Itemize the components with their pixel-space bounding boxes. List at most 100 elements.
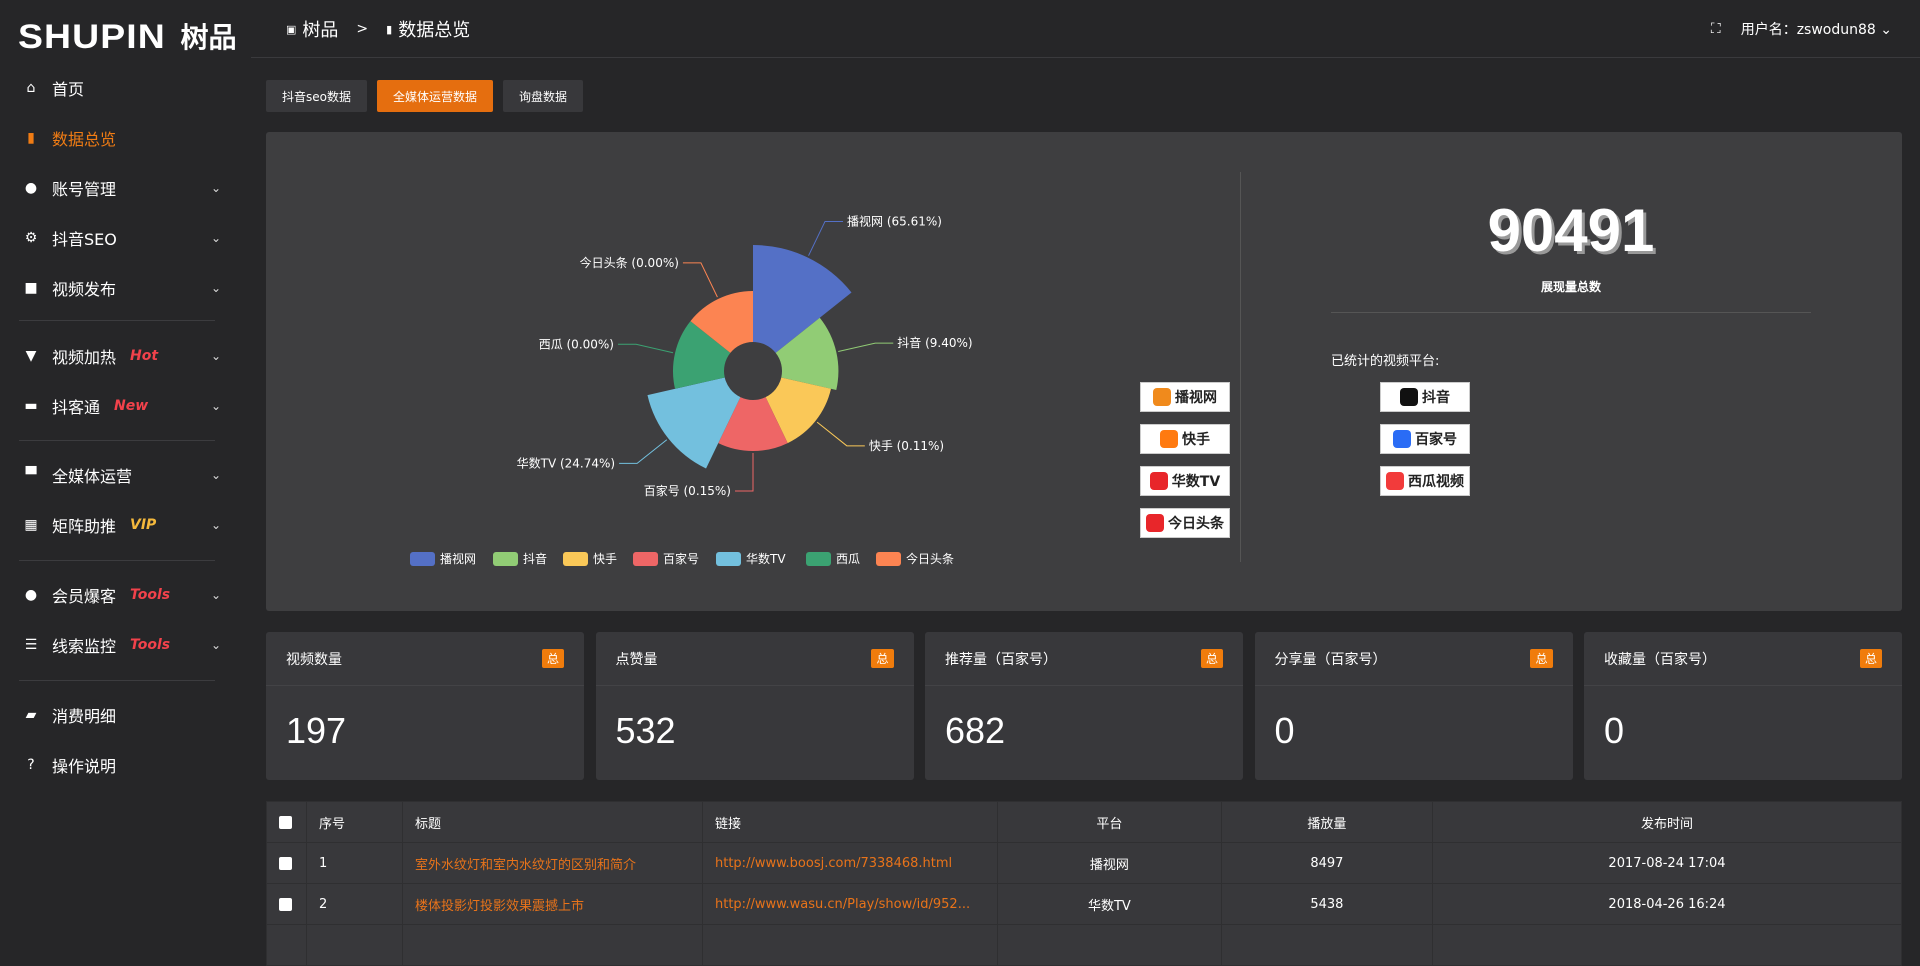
slice-label: 今日头条 (0.00%) <box>580 255 679 270</box>
platform-name: 播视网 <box>1175 390 1217 406</box>
row-platform: 华数TV <box>997 883 1222 925</box>
table-row[interactable]: 2 楼体投影灯投影效果震撼上市 http://www.wasu.cn/Play/… <box>266 883 1902 925</box>
chevron-down-icon: ⌄ <box>210 231 221 245</box>
rose-slice-3[interactable] <box>718 397 788 451</box>
rose-slice-6[interactable] <box>690 291 753 353</box>
row-plays: 5438 <box>1220 883 1434 925</box>
sidebar-item-8[interactable]: ▦ 矩阵助推 VIP ⌄ <box>0 505 251 545</box>
legend-swatch[interactable] <box>876 552 901 566</box>
sidebar-item-10[interactable]: ☰ 线索监控 Tools ⌄ <box>0 625 251 665</box>
legend-label[interactable]: 华数TV <box>746 551 786 566</box>
legend-label[interactable]: 播视网 <box>440 551 476 566</box>
sidebar: SHUPIN 树品 ⌂ 首页 ▮ 数据总览 ● 账号管理 ⌄ ⚙ 抖音SEO ⌄ ■ 视频发布 ⌄ ▼ 视频… <box>0 0 251 936</box>
row-link[interactable]: http://www.wasu.cn/Play/show/id/952... <box>702 883 998 925</box>
sidebar-item-label: 抖音SEO <box>52 230 117 249</box>
sidebar-item-9[interactable]: ● 会员爆客 Tools ⌄ <box>0 575 251 615</box>
legend-label[interactable]: 今日头条 <box>906 551 954 566</box>
slice-label: 华数TV (24.74%) <box>517 455 615 470</box>
legend-swatch[interactable] <box>633 552 658 566</box>
chevron-down-icon: ⌄ <box>210 349 221 363</box>
sidebar-item-11[interactable]: ▰ 消费明细 <box>0 695 251 735</box>
sidebar-divider <box>19 680 215 681</box>
platform-logo: 华数TV <box>1140 466 1230 496</box>
logo[interactable]: SHUPIN 树品 <box>18 14 236 54</box>
stat-title: 推荐量（百家号） <box>945 651 1057 668</box>
sidebar-item-1[interactable]: ▮ 数据总览 <box>0 118 251 158</box>
label-line <box>735 453 754 492</box>
select-all-checkbox[interactable] <box>279 815 292 829</box>
row-title[interactable]: 楼体投影灯投影效果震撼上市 <box>402 883 703 925</box>
divider <box>1331 312 1811 313</box>
user-icon: ● <box>24 180 38 196</box>
row-link[interactable]: http://www.boosj.com/7338468.html <box>702 842 998 884</box>
rose-slice-1[interactable] <box>775 317 839 391</box>
legend-label[interactable]: 西瓜 <box>836 552 860 566</box>
tab-all-media[interactable]: 全媒体运营数据 <box>376 80 493 112</box>
total-impressions-label: 展现量总数 <box>1540 280 1601 294</box>
row-checkbox[interactable] <box>279 856 292 870</box>
legend-swatch[interactable] <box>806 552 831 566</box>
slice-label: 百家号 (0.15%) <box>644 483 731 498</box>
sidebar-item-6[interactable]: ▬ 抖客通 New ⌄ <box>0 386 251 426</box>
label-line <box>838 342 894 353</box>
label-line <box>618 343 674 354</box>
sidebar-divider <box>19 320 215 321</box>
legend-label[interactable]: 抖音 <box>523 551 547 566</box>
sidebar-item-label: 视频发布 <box>52 280 117 299</box>
member-icon: ● <box>24 587 38 603</box>
desktop-icon: ▀ <box>25 467 37 483</box>
sidebar-item-12[interactable]: ? 操作说明 <box>0 745 251 785</box>
sidebar-item-label: 账号管理 <box>52 180 117 199</box>
col-time: 发布时间 <box>1432 801 1902 843</box>
legend-swatch[interactable] <box>716 552 741 566</box>
platform-name: 西瓜视频 <box>1408 474 1464 490</box>
fullscreen-icon[interactable]: ⛶ <box>1710 21 1721 37</box>
overview-panel: 播视网 (65.61%) 抖音 (9.40%) 快手 (0.11%) 百家号 (0.1… <box>266 132 1902 611</box>
rose-slice-2[interactable] <box>765 377 831 444</box>
label-line <box>682 262 718 298</box>
table-row[interactable]: 1 室外水纹灯和室内水纹灯的区别和简介 http://www.boosj.com… <box>266 842 1902 884</box>
chevron-down-icon: ⌄ <box>210 468 221 482</box>
stat-title: 视频数量 <box>286 651 342 668</box>
legend-swatch[interactable] <box>493 552 518 566</box>
platform-logo: 抖音 <box>1380 382 1470 412</box>
rose-slice-5[interactable] <box>673 321 731 389</box>
total-impressions: 90491 <box>1487 197 1655 264</box>
sidebar-item-2[interactable]: ● 账号管理 ⌄ <box>0 168 251 208</box>
legend-swatch[interactable] <box>563 552 588 566</box>
row-checkbox[interactable] <box>279 897 292 911</box>
sidebar-item-label: 会员爆客 <box>52 587 117 606</box>
sidebar-item-7[interactable]: ▀ 全媒体运营 ⌄ <box>0 455 251 495</box>
breadcrumb-current: 数据总览 <box>398 20 471 41</box>
col-plays: 播放量 <box>1220 801 1434 843</box>
chevron-down-icon: ⌄ <box>210 181 221 195</box>
row-time: 2017-08-24 17:04 <box>1432 842 1902 884</box>
rose-slice-4[interactable] <box>647 377 741 469</box>
col-title: 标题 <box>402 801 703 843</box>
legend-label[interactable]: 百家号 <box>663 551 699 566</box>
breadcrumb-home[interactable]: 树品 <box>302 20 339 41</box>
legend-swatch[interactable] <box>410 552 435 566</box>
sidebar-item-label: 数据总览 <box>52 130 117 149</box>
sidebar-item-4[interactable]: ■ 视频发布 ⌄ <box>0 268 251 308</box>
platform-mark-icon <box>1386 472 1404 490</box>
tab-douyin-seo[interactable]: 抖音seo数据 <box>266 80 367 112</box>
rose-slice-0[interactable] <box>753 245 852 353</box>
tab-inquiry[interactable]: 询盘数据 <box>503 80 584 112</box>
col-link: 链接 <box>702 801 998 843</box>
user-menu[interactable]: 用户名：zswodun88 ⌄ <box>1741 19 1892 39</box>
help-icon: ? <box>27 757 35 773</box>
divider <box>1240 172 1241 562</box>
chevron-down-icon: ⌄ <box>210 281 221 295</box>
logo-text: SHUPIN <box>18 18 166 56</box>
sidebar-item-3[interactable]: ⚙ 抖音SEO ⌄ <box>0 218 251 258</box>
slice-label: 快手 (0.11%) <box>869 439 944 453</box>
sidebar-item-5[interactable]: ▼ 视频加热 Hot ⌄ <box>0 336 251 376</box>
stat-title: 分享量（百家号） <box>1274 651 1387 668</box>
sidebar-item-0[interactable]: ⌂ 首页 <box>0 68 251 108</box>
total-badge: 总 <box>541 649 564 668</box>
bar-chart-icon: ▮ <box>386 22 393 36</box>
row-title[interactable]: 室外水纹灯和室内水纹灯的区别和简介 <box>402 842 703 884</box>
gear-icon: ⚙ <box>24 230 38 246</box>
legend-label[interactable]: 快手 <box>593 552 617 566</box>
